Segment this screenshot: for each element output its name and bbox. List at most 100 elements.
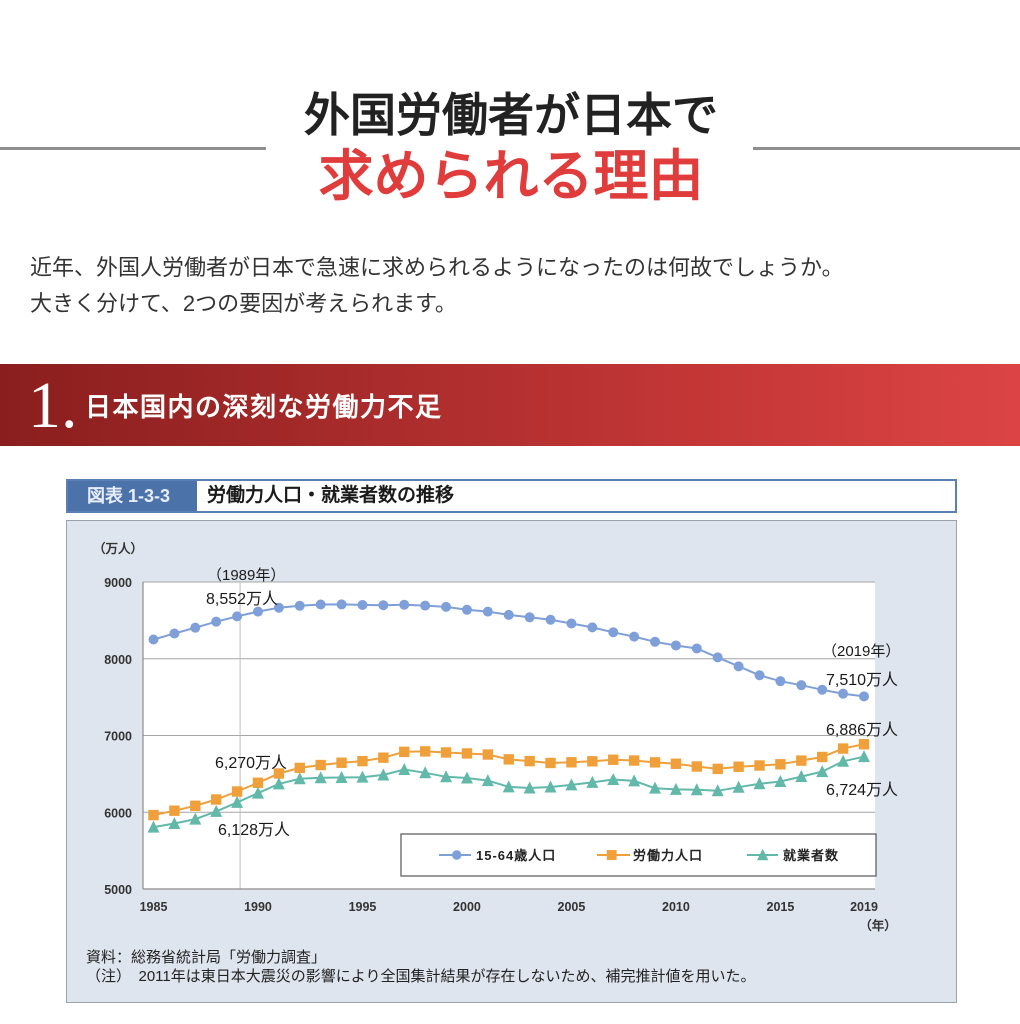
- data-point-pop15-64: [357, 599, 368, 610]
- data-point-pop15-64: [294, 600, 305, 611]
- data-point-employed: [231, 795, 244, 808]
- data-point-labor-force: [712, 763, 723, 775]
- y-axis-unit: （万人）: [93, 541, 143, 556]
- data-point-labor-force: [628, 755, 640, 766]
- data-point-labor-force: [524, 755, 535, 767]
- data-point-pop15-64: [190, 622, 201, 633]
- chart-panel: 9000 8000 7000 6000 5000 1985 1990 1995 2000 2005…: [66, 520, 957, 1003]
- data-point-pop15-64: [399, 599, 410, 610]
- data-point-employed: [565, 778, 578, 791]
- x-tick-label: 2005: [558, 900, 586, 914]
- data-point-pop15-64: [441, 601, 452, 612]
- data-point-pop15-64: [670, 640, 681, 651]
- legend: 15-64歳人口 労働力人口 就業者数: [400, 833, 877, 877]
- section-banner: 1. 日本国内の深刻な労働力不足: [0, 364, 1020, 446]
- data-point-labor-force: [482, 749, 494, 760]
- page-title-line1: 外国労働者が日本で: [304, 89, 718, 141]
- data-point-pop15-64: [775, 676, 786, 687]
- data-point-pop15-64: [629, 631, 640, 642]
- annotation-year-1989: （1989年）: [207, 567, 285, 584]
- data-point-employed: [314, 771, 327, 784]
- data-point-pop15-64: [817, 684, 828, 695]
- data-point-labor-force: [545, 757, 556, 769]
- data-point-employed: [816, 765, 829, 778]
- data-point-pop15-64: [566, 618, 577, 629]
- data-point-pop15-64: [482, 606, 493, 617]
- data-point-labor-force: [670, 758, 682, 769]
- data-point-labor-force: [587, 756, 598, 767]
- data-point-labor-force: [231, 786, 243, 797]
- data-point-employed: [502, 780, 515, 793]
- data-point-employed: [586, 775, 599, 788]
- y-tick-label: 5000: [104, 883, 132, 897]
- data-point-pop15-64: [712, 652, 723, 663]
- series-employed: [147, 750, 870, 833]
- data-point-employed: [858, 750, 870, 763]
- data-point-pop15-64: [232, 611, 243, 622]
- annotation-labor-1989: 6,270万人: [215, 754, 287, 772]
- x-tick-label: 2015: [767, 900, 795, 914]
- data-point-employed: [147, 820, 160, 833]
- series-labor-force: [148, 739, 870, 821]
- data-point-employed: [440, 770, 453, 783]
- data-point-labor-force: [837, 743, 849, 754]
- intro-line-2: 大きく分けて、2つの要因が考えられます。: [30, 291, 457, 316]
- grid-layer: 9000 8000 7000 6000 5000 1985 1990 1995 2000 2005…: [104, 576, 878, 914]
- title-rule-right: [753, 147, 1020, 150]
- data-point-employed: [607, 772, 620, 785]
- data-point-labor-force: [399, 746, 410, 758]
- data-point-pop15-64: [524, 612, 535, 623]
- y-tick-label: 8000: [104, 653, 132, 667]
- data-point-employed: [523, 781, 536, 794]
- data-point-labor-force: [691, 761, 703, 772]
- data-point-labor-force: [210, 794, 222, 805]
- title-rule-left: [0, 147, 266, 150]
- data-point-labor-force: [336, 757, 347, 768]
- data-point-pop15-64: [796, 680, 807, 691]
- annotation-employed-2019: 6,724万人: [826, 781, 898, 799]
- legend-label-pop15-64: 15-64歳人口: [476, 848, 556, 863]
- annotation-employed-1989: 6,128万人: [218, 821, 290, 839]
- data-point-pop15-64: [273, 602, 284, 613]
- data-point-pop15-64: [608, 627, 619, 638]
- annotation-labor-2019: 6,886万人: [826, 721, 898, 739]
- data-point-labor-force: [858, 739, 870, 750]
- annotation-pop-2019: 7,510万人: [826, 671, 898, 689]
- data-point-employed: [669, 782, 682, 795]
- data-point-pop15-64: [545, 614, 556, 625]
- figure-title: 労働力人口・就業者数の推移: [207, 485, 455, 506]
- data-point-employed: [732, 780, 745, 793]
- data-point-pop15-64: [169, 628, 180, 639]
- data-point-employed: [795, 770, 808, 783]
- data-point-labor-force: [148, 809, 159, 821]
- data-point-labor-force: [273, 768, 285, 779]
- data-point-pop15-64: [587, 622, 598, 633]
- legend-box: [400, 833, 877, 877]
- x-tick-label: 2010: [662, 900, 690, 914]
- legend-marker-pop15-64: [451, 850, 462, 860]
- annotation-year-2019: （2019年）: [822, 643, 900, 660]
- data-point-labor-force: [817, 751, 828, 763]
- figure-header: 図表 1-3-3 労働力人口・就業者数の推移: [66, 479, 957, 513]
- legend-label-employed: 就業者数: [783, 848, 839, 863]
- data-point-pop15-64: [691, 643, 702, 654]
- x-tick-label: 1990: [244, 900, 272, 914]
- data-point-employed: [293, 772, 306, 785]
- section-number: 1.: [28, 369, 78, 442]
- legend-marker-labor-force: [606, 850, 617, 860]
- y-tick-label: 7000: [104, 730, 132, 744]
- data-point-employed: [649, 781, 662, 794]
- data-point-pop15-64: [838, 688, 849, 699]
- series-pop15-64: [148, 599, 869, 702]
- data-point-employed: [356, 770, 369, 783]
- data-point-labor-force: [440, 747, 452, 758]
- data-point-employed: [210, 804, 223, 817]
- data-point-labor-force: [378, 752, 389, 763]
- data-point-labor-force: [649, 757, 661, 768]
- data-point-pop15-64: [336, 599, 347, 610]
- data-point-employed: [544, 780, 557, 793]
- x-axis-unit: （年）: [859, 918, 897, 933]
- data-point-pop15-64: [378, 600, 389, 611]
- data-point-labor-force: [754, 760, 765, 771]
- figure-note: （注） 2011年は東日本大震災の影響により全国集計結果が存在しないため、補完推…: [86, 968, 756, 985]
